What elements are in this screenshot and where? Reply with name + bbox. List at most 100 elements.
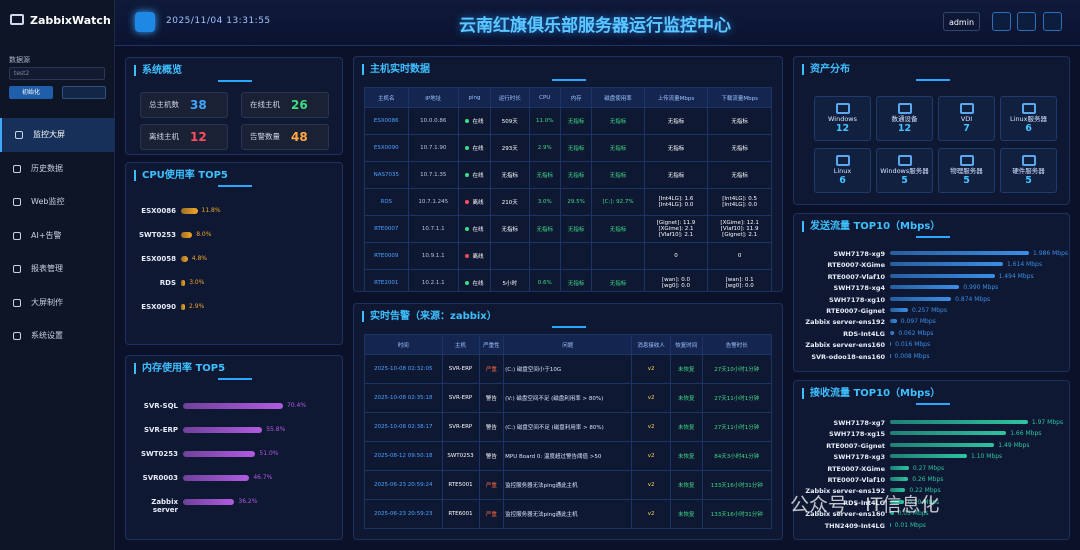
- fullscreen-button[interactable]: [1017, 12, 1036, 31]
- menu-item[interactable]: 大屏制作: [0, 286, 115, 320]
- sidebar: ZabbixWatch 数据源 test2 初始化 监控大屏 历史数据 Web监控 A…: [0, 0, 115, 550]
- table-cell: 无指标: [559, 134, 593, 162]
- table-cell: 无指标: [591, 134, 645, 162]
- table-row: ESX0090 10.7.1.90 在线 293天 2.9% 无指标 无指标 无指标 无指标: [364, 134, 772, 162]
- bar: [890, 454, 967, 459]
- header-icon[interactable]: [135, 12, 155, 32]
- asset-icon: [835, 155, 850, 166]
- table-cell: 2025-08-12 09:50:18: [364, 441, 443, 471]
- bar-label: SWH7178-xg4: [833, 284, 885, 293]
- value-label: 55.8%: [266, 426, 286, 433]
- header-row: 主机名 IP地址 ping 运行时长 CPU 内存 磁盘使用率 上传流量Mbps 下载流量Mbp…: [364, 87, 772, 108]
- table-cell: 严重: [478, 354, 505, 384]
- bar: [183, 427, 263, 433]
- value-label: 0.05 Mbps: [897, 510, 929, 518]
- table-cell: (C:) 磁盘空间不足 (磁盘利用率 > 80%): [503, 412, 633, 442]
- menu-item[interactable]: 系统设置: [0, 319, 115, 353]
- table-cell: 210天: [490, 188, 530, 216]
- bar-label: RTE0007-XGime: [827, 464, 885, 473]
- menu-label: AI+告警: [31, 230, 62, 240]
- table-cell: RTE0009: [364, 242, 409, 270]
- settings-button[interactable]: [62, 86, 106, 99]
- bar: [890, 499, 904, 504]
- bar-label: SVR0003: [142, 474, 178, 482]
- table-cell: 在线: [457, 161, 492, 189]
- bar-label: Zabbix server: [151, 498, 178, 514]
- column-header: CPU: [528, 87, 561, 108]
- bar: [890, 273, 995, 278]
- page-title: 云南红旗俱乐部服务器运行监控中心: [459, 16, 731, 36]
- init-button[interactable]: 初始化: [9, 86, 53, 99]
- column-header: 严重性: [478, 334, 505, 355]
- monitor-button[interactable]: [992, 12, 1011, 31]
- table-cell: 无指标: [490, 161, 530, 189]
- status-dot: [465, 146, 470, 150]
- stat-card: 离线主机 12: [140, 124, 228, 150]
- host-panel: 主机实时数据 主机名 IP地址 ping 运行时长 CPU 内存 磁盘使用率 上传流量Mbps 下…: [353, 56, 783, 292]
- table-cell: [559, 242, 593, 270]
- bar-label: SWH7178-xg15: [829, 430, 885, 439]
- menu-item[interactable]: 监控大屏: [0, 118, 115, 152]
- table-cell: 2025-10-08 02:35:18: [364, 383, 443, 413]
- table-cell: 无指标: [559, 161, 593, 189]
- column-header: 消息接收人: [631, 334, 671, 355]
- value-label: 70.4%: [286, 402, 307, 409]
- logo[interactable]: ZabbixWatch: [10, 14, 111, 27]
- asset-icon: [1021, 155, 1036, 166]
- menu-label: 大屏制作: [31, 297, 63, 307]
- menu-item[interactable]: AI+告警: [0, 219, 115, 253]
- asset-icon: [959, 155, 974, 166]
- asset-label: Windows服务器: [880, 167, 929, 175]
- bar-label: Zabbix server-ens192: [805, 318, 885, 327]
- menu-item[interactable]: Web监控: [0, 185, 115, 219]
- bar: [890, 442, 995, 447]
- menu-item[interactable]: 报表管理: [0, 252, 115, 286]
- user-button[interactable]: admin: [943, 12, 980, 31]
- bar: [890, 477, 909, 481]
- value-label: 1.494 Mbps: [998, 272, 1034, 280]
- asset-count: 12: [835, 123, 850, 134]
- table-cell: NAS7035: [364, 161, 409, 189]
- table-cell: 无指标: [643, 161, 709, 189]
- table-cell: 0.6%: [528, 269, 561, 291]
- bar-label: SWT0253: [140, 450, 178, 458]
- bar: [890, 465, 909, 470]
- value-label: 0.01 Mbps: [894, 521, 926, 529]
- table-cell: [591, 242, 645, 270]
- value-label: 0.20 Mbps: [908, 498, 940, 506]
- stat-label: 告警数量: [250, 132, 280, 141]
- table-cell: 在线: [457, 134, 492, 162]
- bar: [890, 319, 897, 324]
- menu-item[interactable]: 历史数据: [0, 152, 115, 186]
- table-cell: 未恢复: [669, 499, 703, 529]
- column-header: 上传流量Mbps: [643, 87, 709, 108]
- table-cell: [Int4LG]: 1.6 [Int4LG]: 0.0: [643, 188, 709, 216]
- bar-label: ESX0090: [141, 303, 176, 311]
- menu-icon: [13, 298, 21, 307]
- value-label: 36.2%: [238, 498, 258, 505]
- data-table: 主机名 IP地址 ping 运行时长 CPU 内存 磁盘使用率 上传流量Mbps 下载流量Mbp…: [364, 87, 772, 291]
- bar-label: RTE0007-Vlaf10: [827, 272, 885, 281]
- bar-label: SVR-SQL: [143, 402, 178, 410]
- bar: [890, 296, 952, 301]
- table-cell: [Gignet]: 11.9 [XGime]: 2.1 [Vlaf10]: 2.…: [643, 215, 709, 243]
- power-button[interactable]: [1043, 12, 1062, 31]
- table-cell: RDS: [364, 188, 409, 216]
- table-cell: 0: [643, 242, 709, 270]
- asset-icon: [897, 103, 912, 114]
- value-label: 0.008 Mbps: [894, 352, 930, 360]
- table-cell: v2: [631, 412, 671, 442]
- value-label: 4.8%: [191, 255, 207, 262]
- table-wrap: 时间 主机 严重性 问题 消息接收人 恢复时间 告警时长 2025-10-08 02:32:0…: [364, 334, 773, 529]
- value-label: 1.10 Mbps: [971, 453, 1003, 461]
- status-dot: [465, 254, 470, 258]
- title-underline: [915, 403, 950, 405]
- menu-label: 报表管理: [31, 264, 63, 273]
- recv-panel: 接收流量 TOP10（Mbps） SWH7178-xg7 1.97 Mbps SWH7…: [793, 380, 1070, 540]
- table-cell: 无指标: [591, 107, 645, 135]
- source-select[interactable]: test2: [9, 67, 105, 80]
- logo-text: ZabbixWatch: [30, 14, 111, 27]
- bar: [890, 262, 1003, 267]
- status-dot: [465, 119, 470, 123]
